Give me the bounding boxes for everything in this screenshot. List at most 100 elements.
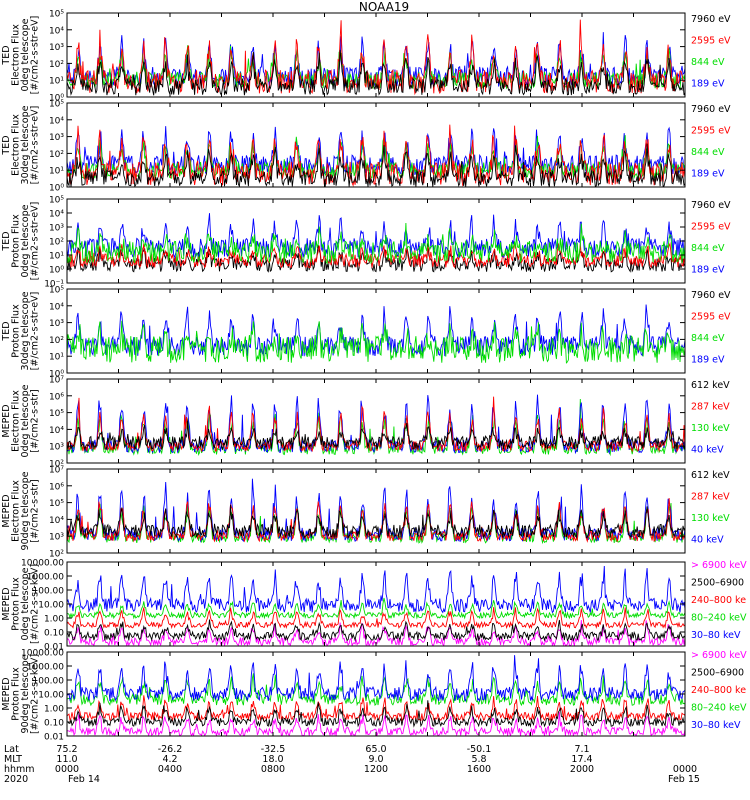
y-tick-label: 0.01 [44,733,64,743]
series-line-40-kev [67,478,685,543]
y-tick-label: 10² [49,550,64,560]
legend-entry: 2595 eV [691,126,731,137]
series-group [67,655,685,736]
bottom-row-label: Lat [4,744,19,755]
y-axis-label: TEDProton Flux0deg telescope[#/cm2-s-str… [1,202,41,281]
y-tick-label: 10³ [49,224,64,234]
bottom-axis-value: 17.4 [571,754,592,765]
series-line-287-kev [67,396,685,453]
bottom-axis-value: Feb 14 [68,774,100,785]
y-tick-label: 10.00 [38,691,64,701]
bottom-axis-value: 0400 [158,764,182,775]
legend-entry: 7960 eV [691,200,731,211]
y-tick-label: 10⁰ [49,266,64,276]
series-line-7960-ev [67,143,685,187]
legend-entry: 130 keV [691,423,730,434]
legend-entry: 7960 eV [691,14,731,25]
y-tick-label: 10⁻¹ [44,280,64,290]
series-line-2595-ev [67,241,685,269]
y-axis-label: MEPEDProton Flux90deg telescope[#/cm2-s-… [1,654,41,734]
y-tick-label: 10³ [49,43,64,53]
legend-entry: 40 keV [691,535,724,546]
y-axis-label: MEPEDElectron Flux0deg telescope[#/cm2-s… [1,384,41,457]
y-tick-label: 10³ [49,443,64,453]
bottom-axis-value: 0000 [55,764,79,775]
legend-entry: 189 eV [691,79,725,90]
panel-6: 10² 10³ 10⁴ 10⁵ 10⁶ 10⁷ MEPEDElectron Flux90de… [1,466,730,560]
bottom-axis-value: 11.0 [56,754,77,765]
legend-entry: 844 eV [691,57,725,68]
legend-entry: 30–80 keV [691,630,741,641]
y-tick-label: 10000.00 [21,649,64,659]
y-axis-label: MEPEDProton Flux0deg telescope[#/cm2-s-s… [1,564,41,644]
y-tick-label: 10⁴ [49,210,64,220]
legend-entry: 189 eV [691,265,725,276]
y-tick-label: 10⁶ [49,482,64,492]
panel-frame [66,288,686,374]
series-line-2500-6900 [67,619,685,642]
series-line-240-800-ke [67,607,685,630]
y-tick-label: 10⁵ [49,100,64,110]
bottom-row-label: 2020 [4,774,28,785]
series-group [67,565,685,646]
y-tick-label: 10⁴ [49,116,64,126]
bottom-axis-value: 4.2 [162,754,177,765]
y-tick-label: 10¹ [49,353,64,363]
legend-entry: 2500–6900 [691,578,744,589]
y-tick-label: 10⁰ [49,184,64,194]
y-tick-label: 10⁵ [49,409,64,419]
y-tick-label: 10² [49,150,64,160]
legend-entry: 612 keV [691,380,730,391]
legend-entry: 844 eV [691,147,725,158]
legend-entry: 80–240 keV [691,613,747,624]
bottom-axis-value: 75.2 [56,744,77,755]
y-tick-label: 10⁴ [49,302,64,312]
bottom-axis-value: -26.2 [158,744,183,755]
legend-entry: 130 keV [691,513,730,524]
bottom-axis-value: 2000 [570,764,594,775]
bottom-axis-value: 1600 [467,764,491,775]
y-tick-label: 10³ [49,533,64,543]
y-tick-label: 1000.00 [27,663,64,673]
panels: 10⁰ 10¹ 10² 10³ 10⁴ 10⁵ TEDElectron Flux0deg t… [1,10,747,743]
y-tick-label: 0.10 [44,629,64,639]
legend-entry: 40 keV [691,445,724,456]
legend-entry: 2595 eV [691,222,731,233]
panel-8: 0.01 0.10 1.00 10.00 100.00 1000.00 10000.00ME… [1,649,747,743]
legend-entry: 287 keV [691,492,730,503]
legend-entry: 287 keV [691,402,730,413]
panel-4: 10⁰ 10¹ 10² 10³ 10⁴ 10⁵ TEDProton Flux30deg te… [1,286,731,380]
legend-entry: 189 eV [691,169,725,180]
y-tick-label: 10⁵ [49,10,64,20]
bottom-axis-value: 0800 [261,764,285,775]
series-line-7960-ev [67,49,685,96]
series-line-287-kev [67,498,685,543]
y-tick-label: 10⁴ [49,26,64,36]
y-tick-label: 10¹ [49,167,64,177]
bottom-axis-value: 1200 [364,764,388,775]
y-axis-label: MEPEDElectron Flux90deg telescope[#/cm2-… [1,471,41,550]
series-line-80-240-kev [67,597,685,620]
series-line-80-240-kev [67,673,685,707]
panel-1: 10⁰ 10¹ 10² 10³ 10⁴ 10⁵ TEDElectron Flux0deg t… [1,10,731,104]
y-tick-label: 10⁵ [49,286,64,296]
series-line-2595-ev [67,19,685,96]
legend-entry: 2500–6900 [691,668,744,679]
y-tick-label: 10⁶ [49,392,64,402]
bottom-row-label: hhmm [4,764,35,775]
bottom-row-label: MLT [4,754,22,765]
y-axis-label: TEDProton Flux30deg telescope[#/cm2-s-st… [1,291,41,370]
series-group [67,19,685,96]
y-tick-label: 10¹ [49,77,64,87]
y-tick-label: 10³ [49,319,64,329]
y-tick-label: 0.10 [44,719,64,729]
y-tick-label: 10.00 [38,601,64,611]
series-line-30-80-kev [67,655,685,703]
legend-entry: 80–240 keV [691,703,747,714]
bottom-axis-value: 0000 [673,764,697,775]
legend-entry: 7960 eV [691,290,731,301]
bottom-axis-value: 5.8 [471,754,486,765]
y-tick-label: 1000.00 [27,573,64,583]
bottom-axis-value: 7.1 [574,744,589,755]
